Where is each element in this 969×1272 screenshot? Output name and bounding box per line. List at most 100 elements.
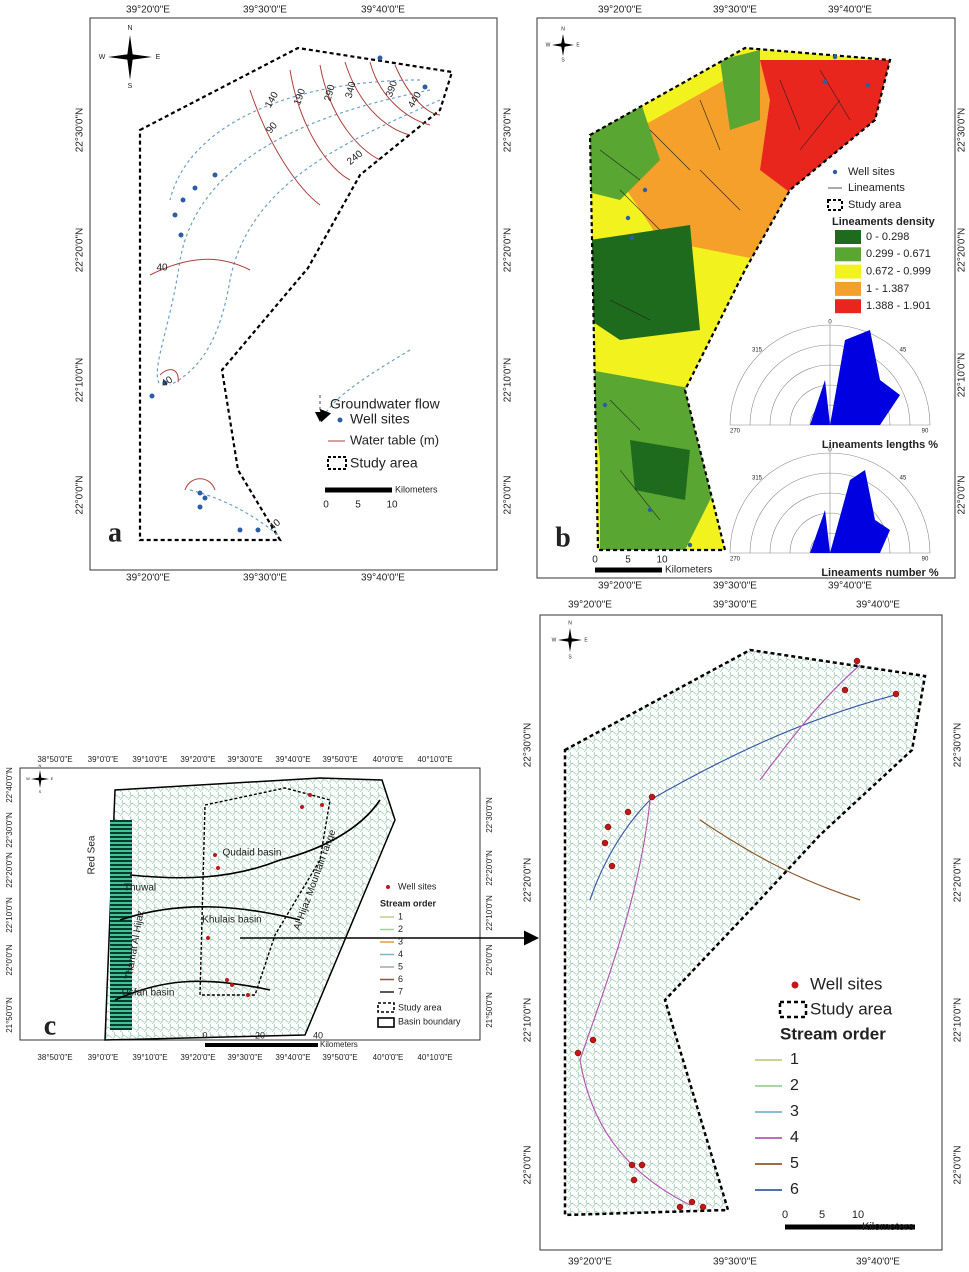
rose-number: [810, 470, 890, 553]
well-sites: [602, 54, 871, 548]
north-arrows: [31, 34, 582, 788]
contour-label: 40: [156, 263, 168, 274]
lat-label: 22°30'0"N: [957, 108, 968, 153]
well-sites: [206, 793, 324, 997]
compass-letter: E: [576, 42, 580, 48]
lon-label: 39°30'0"E: [227, 1053, 262, 1062]
lon-label: 39°50'0"E: [322, 1053, 357, 1062]
compass-letter: W: [99, 54, 106, 61]
rose-angle: 45: [900, 476, 907, 482]
legend-label: Groundwater flow: [330, 396, 441, 412]
rose-angle: 90: [922, 557, 929, 563]
well-sites: [149, 55, 428, 533]
legend-label: 4: [398, 949, 403, 959]
rose-angle: 90: [922, 429, 929, 435]
legend-well-symbol: [337, 417, 343, 423]
study-area: [138, 46, 454, 542]
legend-swatch: [835, 264, 861, 279]
lon-label: 40°0'0"E: [373, 1053, 404, 1062]
rose-angle: 45: [900, 348, 907, 354]
scale-label: 0: [782, 1209, 788, 1221]
lon-label: 39°30'0"E: [227, 755, 262, 764]
legend-label: Lineaments: [848, 182, 905, 194]
legend-label: Water table (m): [350, 432, 439, 447]
lat-label: 22°30'0"N: [953, 723, 964, 768]
legend-label: Well sites: [398, 881, 437, 891]
lat-label: 22°10'0"N: [5, 897, 14, 933]
place-label: Usfan basin: [122, 988, 175, 999]
compass-letter: E: [51, 776, 54, 781]
legend-label: 0 - 0.298: [866, 231, 909, 243]
stream-network: [565, 650, 925, 1215]
lon-label: 39°40'0"E: [361, 5, 405, 16]
lat-label: 22°40'0"N: [5, 767, 14, 803]
legend-label: Study area: [398, 1002, 442, 1012]
lon-label: 39°20'0"E: [598, 5, 642, 16]
rose-angle: 315: [752, 348, 763, 354]
rose-angle: 0: [828, 320, 832, 326]
scale-label: 10: [852, 1209, 864, 1221]
lon-label: 39°40'0"E: [361, 573, 405, 584]
panel-label: b: [555, 522, 571, 553]
density-area: [760, 60, 890, 200]
rose-title: Lineaments number %: [821, 567, 939, 579]
lon-label: 39°20'0"E: [568, 600, 612, 611]
lineaments: [599, 69, 851, 521]
lon-label: 40°0'0"E: [373, 755, 404, 764]
lat-label: 22°0'0"N: [5, 944, 14, 975]
legend-label: 2: [398, 924, 403, 934]
lon-label: 39°40'0"E: [275, 1053, 310, 1062]
legend-label: Well sites: [350, 411, 410, 427]
legend-swatch: [835, 247, 861, 262]
compass-letter: N: [561, 26, 565, 32]
water-table-contours: [149, 61, 441, 491]
compass-letter: W: [26, 776, 30, 781]
legend-label: Study area: [810, 999, 893, 1018]
legend-label: 1: [790, 1051, 799, 1068]
scale-label: 5: [355, 500, 361, 511]
lat-label: 22°0'0"N: [523, 1146, 534, 1185]
compass-letter: E: [584, 637, 588, 643]
lon-label: 38°50'0"E: [37, 755, 72, 764]
contour-label: 290: [323, 83, 338, 102]
scale-unit: Kilometers: [862, 1221, 914, 1233]
lat-label: 22°20'0"N: [5, 852, 14, 888]
lon-label: 39°30'0"E: [243, 573, 287, 584]
compass-letter: E: [156, 54, 161, 61]
compass-letter: W: [552, 637, 557, 643]
compass-letter: S: [39, 789, 42, 794]
basin-boundaries: [114, 799, 381, 1001]
scale-label: 0: [202, 1030, 207, 1040]
rose-title: Lineaments lengths %: [822, 439, 938, 451]
lon-label: 39°20'0"E: [126, 5, 170, 16]
lon-label: 39°30'0"E: [713, 600, 757, 611]
lat-label: 22°20'0"N: [523, 858, 534, 903]
study-area: [199, 787, 331, 996]
compass-letter: W: [546, 42, 551, 48]
legend-label: 1: [398, 911, 403, 921]
legend-label: Well sites: [810, 974, 882, 993]
legend-basin-symbol: [377, 1017, 395, 1028]
panel-label: a: [108, 517, 122, 548]
place-label: Qudaid basin: [223, 848, 282, 859]
lat-label: 22°30'0"N: [5, 812, 14, 848]
legend-label: Study area: [350, 455, 418, 471]
lon-label: 40°10'0"E: [417, 755, 452, 764]
compass-letter: S: [568, 654, 572, 660]
lat-label: 22°10'0"N: [503, 358, 514, 403]
lat-label: 22°20'0"N: [953, 858, 964, 903]
rose-lengths: [810, 330, 900, 425]
lon-label: 39°0'0"E: [88, 1053, 119, 1062]
scale-label: 5: [625, 555, 631, 566]
legend-label: 5: [398, 961, 403, 971]
scale-label: 10: [656, 555, 668, 566]
lat-label: 22°20'0"N: [75, 228, 86, 273]
lon-label: 39°30'0"E: [713, 581, 757, 592]
legend-label: 1 - 1.387: [866, 283, 909, 295]
lat-label: 21°50'0"N: [5, 997, 14, 1033]
lon-label: 40°10'0"E: [417, 1053, 452, 1062]
lon-label: 39°40'0"E: [828, 5, 872, 16]
lon-label: 39°0'0"E: [88, 755, 119, 764]
legend-label: 0.299 - 0.671: [866, 248, 931, 260]
